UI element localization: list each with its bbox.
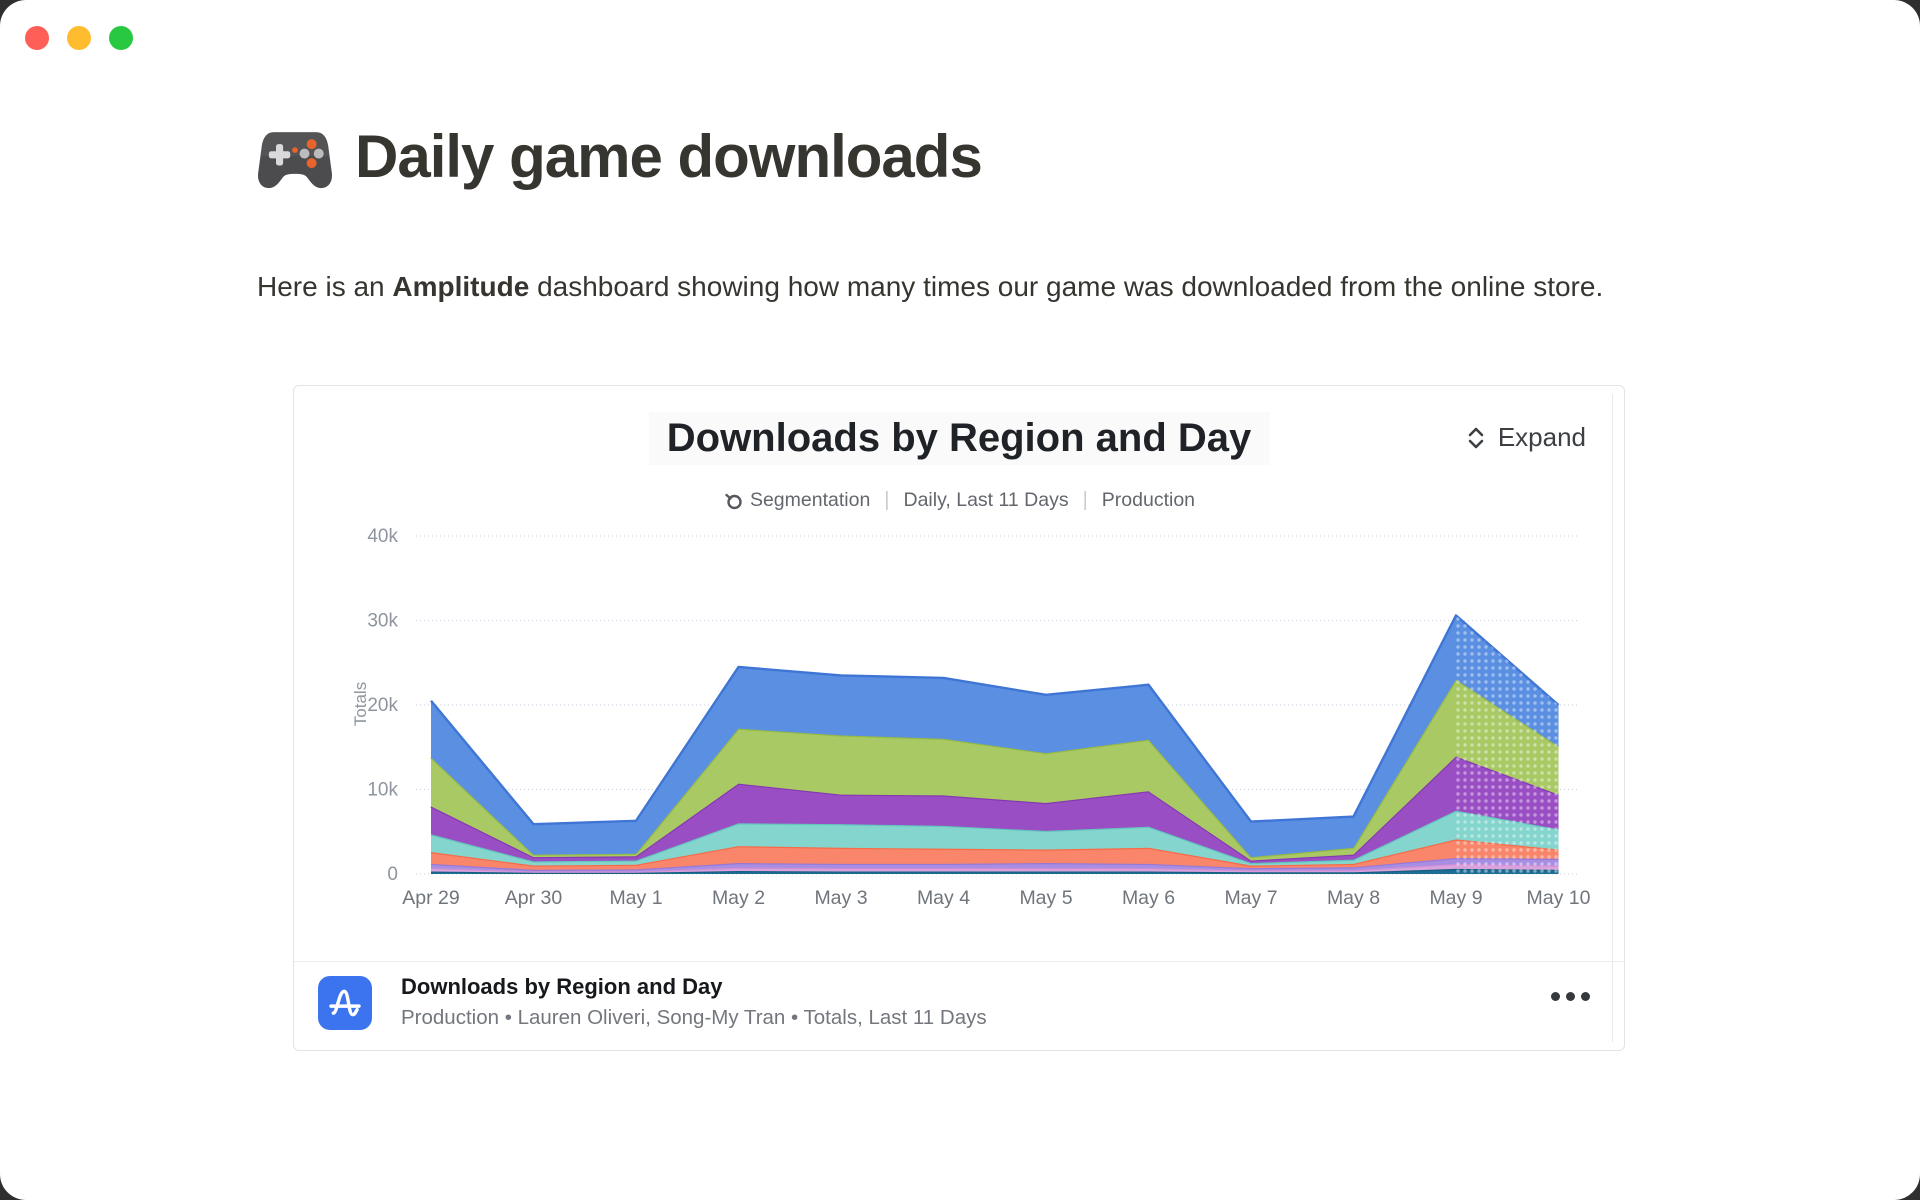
- zoom-window-button[interactable]: [109, 26, 133, 50]
- intro-paragraph: Here is an Amplitude dashboard showing h…: [257, 262, 1657, 311]
- gamepad-emoji-icon: [258, 132, 332, 189]
- x-tick-label: May 4: [917, 887, 970, 909]
- x-tick-label: May 8: [1327, 887, 1380, 909]
- window-controls: [25, 26, 133, 50]
- ellipsis-dot: [1566, 992, 1575, 1001]
- x-tick-label: May 9: [1429, 887, 1482, 909]
- segmentation-icon: [725, 493, 742, 509]
- footer-chart-title: Downloads by Region and Day: [401, 974, 723, 999]
- edge-series-2-plum: [430, 862, 1559, 873]
- edge-series-6-purple: [430, 755, 1559, 862]
- x-tick-label: May 5: [1019, 887, 1072, 909]
- x-tick-label: May 6: [1122, 887, 1175, 909]
- page-title: Daily game downloads: [257, 118, 983, 194]
- minimize-window-button[interactable]: [67, 26, 91, 50]
- y-axis-title: Totals: [351, 682, 370, 726]
- meta-separator: |: [1082, 489, 1088, 511]
- date-range-label: Daily, Last 11 Days: [903, 489, 1069, 511]
- amplitude-logo[interactable]: [318, 976, 372, 1030]
- x-tick-label: Apr 30: [505, 887, 563, 909]
- meta-separator: |: [884, 489, 890, 511]
- expand-chevrons-icon: [1468, 427, 1484, 448]
- environment-label: Production: [1101, 489, 1196, 511]
- area-series-4-salmon: [431, 839, 1559, 870]
- page-title-text: Daily game downloads: [355, 122, 983, 190]
- area-series-6-purple: [431, 756, 1559, 864]
- embed-scroll-edge: [1612, 394, 1613, 1042]
- y-tick-label: 40k: [367, 526, 398, 547]
- footer-subtitle: Production • Lauren Oliveri, Song-My Tra…: [401, 1006, 987, 1029]
- intro-suffix: dashboard showing how many times our gam…: [529, 271, 1604, 302]
- area-series-5-teal: [431, 810, 1559, 866]
- x-tick-label: May 1: [609, 887, 662, 909]
- ellipsis-dot: [1551, 992, 1560, 1001]
- stacked-area-chart[interactable]: 0 10k 20k 30k 40k Totals Apr 29 Apr 30 May 1 May …: [294, 526, 1626, 926]
- area-series-7-green: [431, 679, 1559, 861]
- y-tick-label: 10k: [367, 780, 398, 801]
- y-tick-label: 30k: [367, 611, 398, 632]
- embed-footer: Downloads by Region and Day Production •…: [294, 961, 1624, 1050]
- close-window-button[interactable]: [25, 26, 49, 50]
- edge-series-8-blue: [430, 614, 1560, 826]
- y-tick-label: 0: [387, 864, 398, 885]
- x-tick-label: May 3: [814, 887, 867, 909]
- amplitude-embed-card: Downloads by Region and Day Expand Segme…: [293, 385, 1625, 1051]
- segmentation-label: Segmentation: [749, 489, 871, 511]
- edge-series-1-steel-blue: [430, 867, 1559, 874]
- expand-label: Expand: [1497, 422, 1586, 452]
- area-series-8-blue: [431, 615, 1559, 858]
- x-tick-label: May 2: [712, 887, 765, 909]
- intro-bold: Amplitude: [392, 271, 530, 302]
- y-tick-label: 20k: [367, 695, 398, 716]
- projected-segment-overlay: [1456, 615, 1559, 874]
- intro-prefix: Here is an: [257, 271, 393, 302]
- chart-meta-row: Segmentation | Daily, Last 11 Days | Pro…: [294, 489, 1624, 512]
- expand-button[interactable]: Expand: [1464, 422, 1586, 453]
- edge-series-4-salmon: [430, 838, 1559, 867]
- x-tick-label: Apr 29: [402, 887, 459, 909]
- more-options-button[interactable]: [1545, 986, 1596, 1007]
- amplitude-logo-glyph: [329, 989, 361, 1017]
- x-tick-label: May 7: [1224, 887, 1277, 909]
- chart-title: Downloads by Region and Day: [648, 412, 1270, 465]
- segmentation-chip: Segmentation: [723, 489, 870, 512]
- x-tick-label: May 10: [1527, 887, 1591, 909]
- ellipsis-dot: [1581, 992, 1590, 1001]
